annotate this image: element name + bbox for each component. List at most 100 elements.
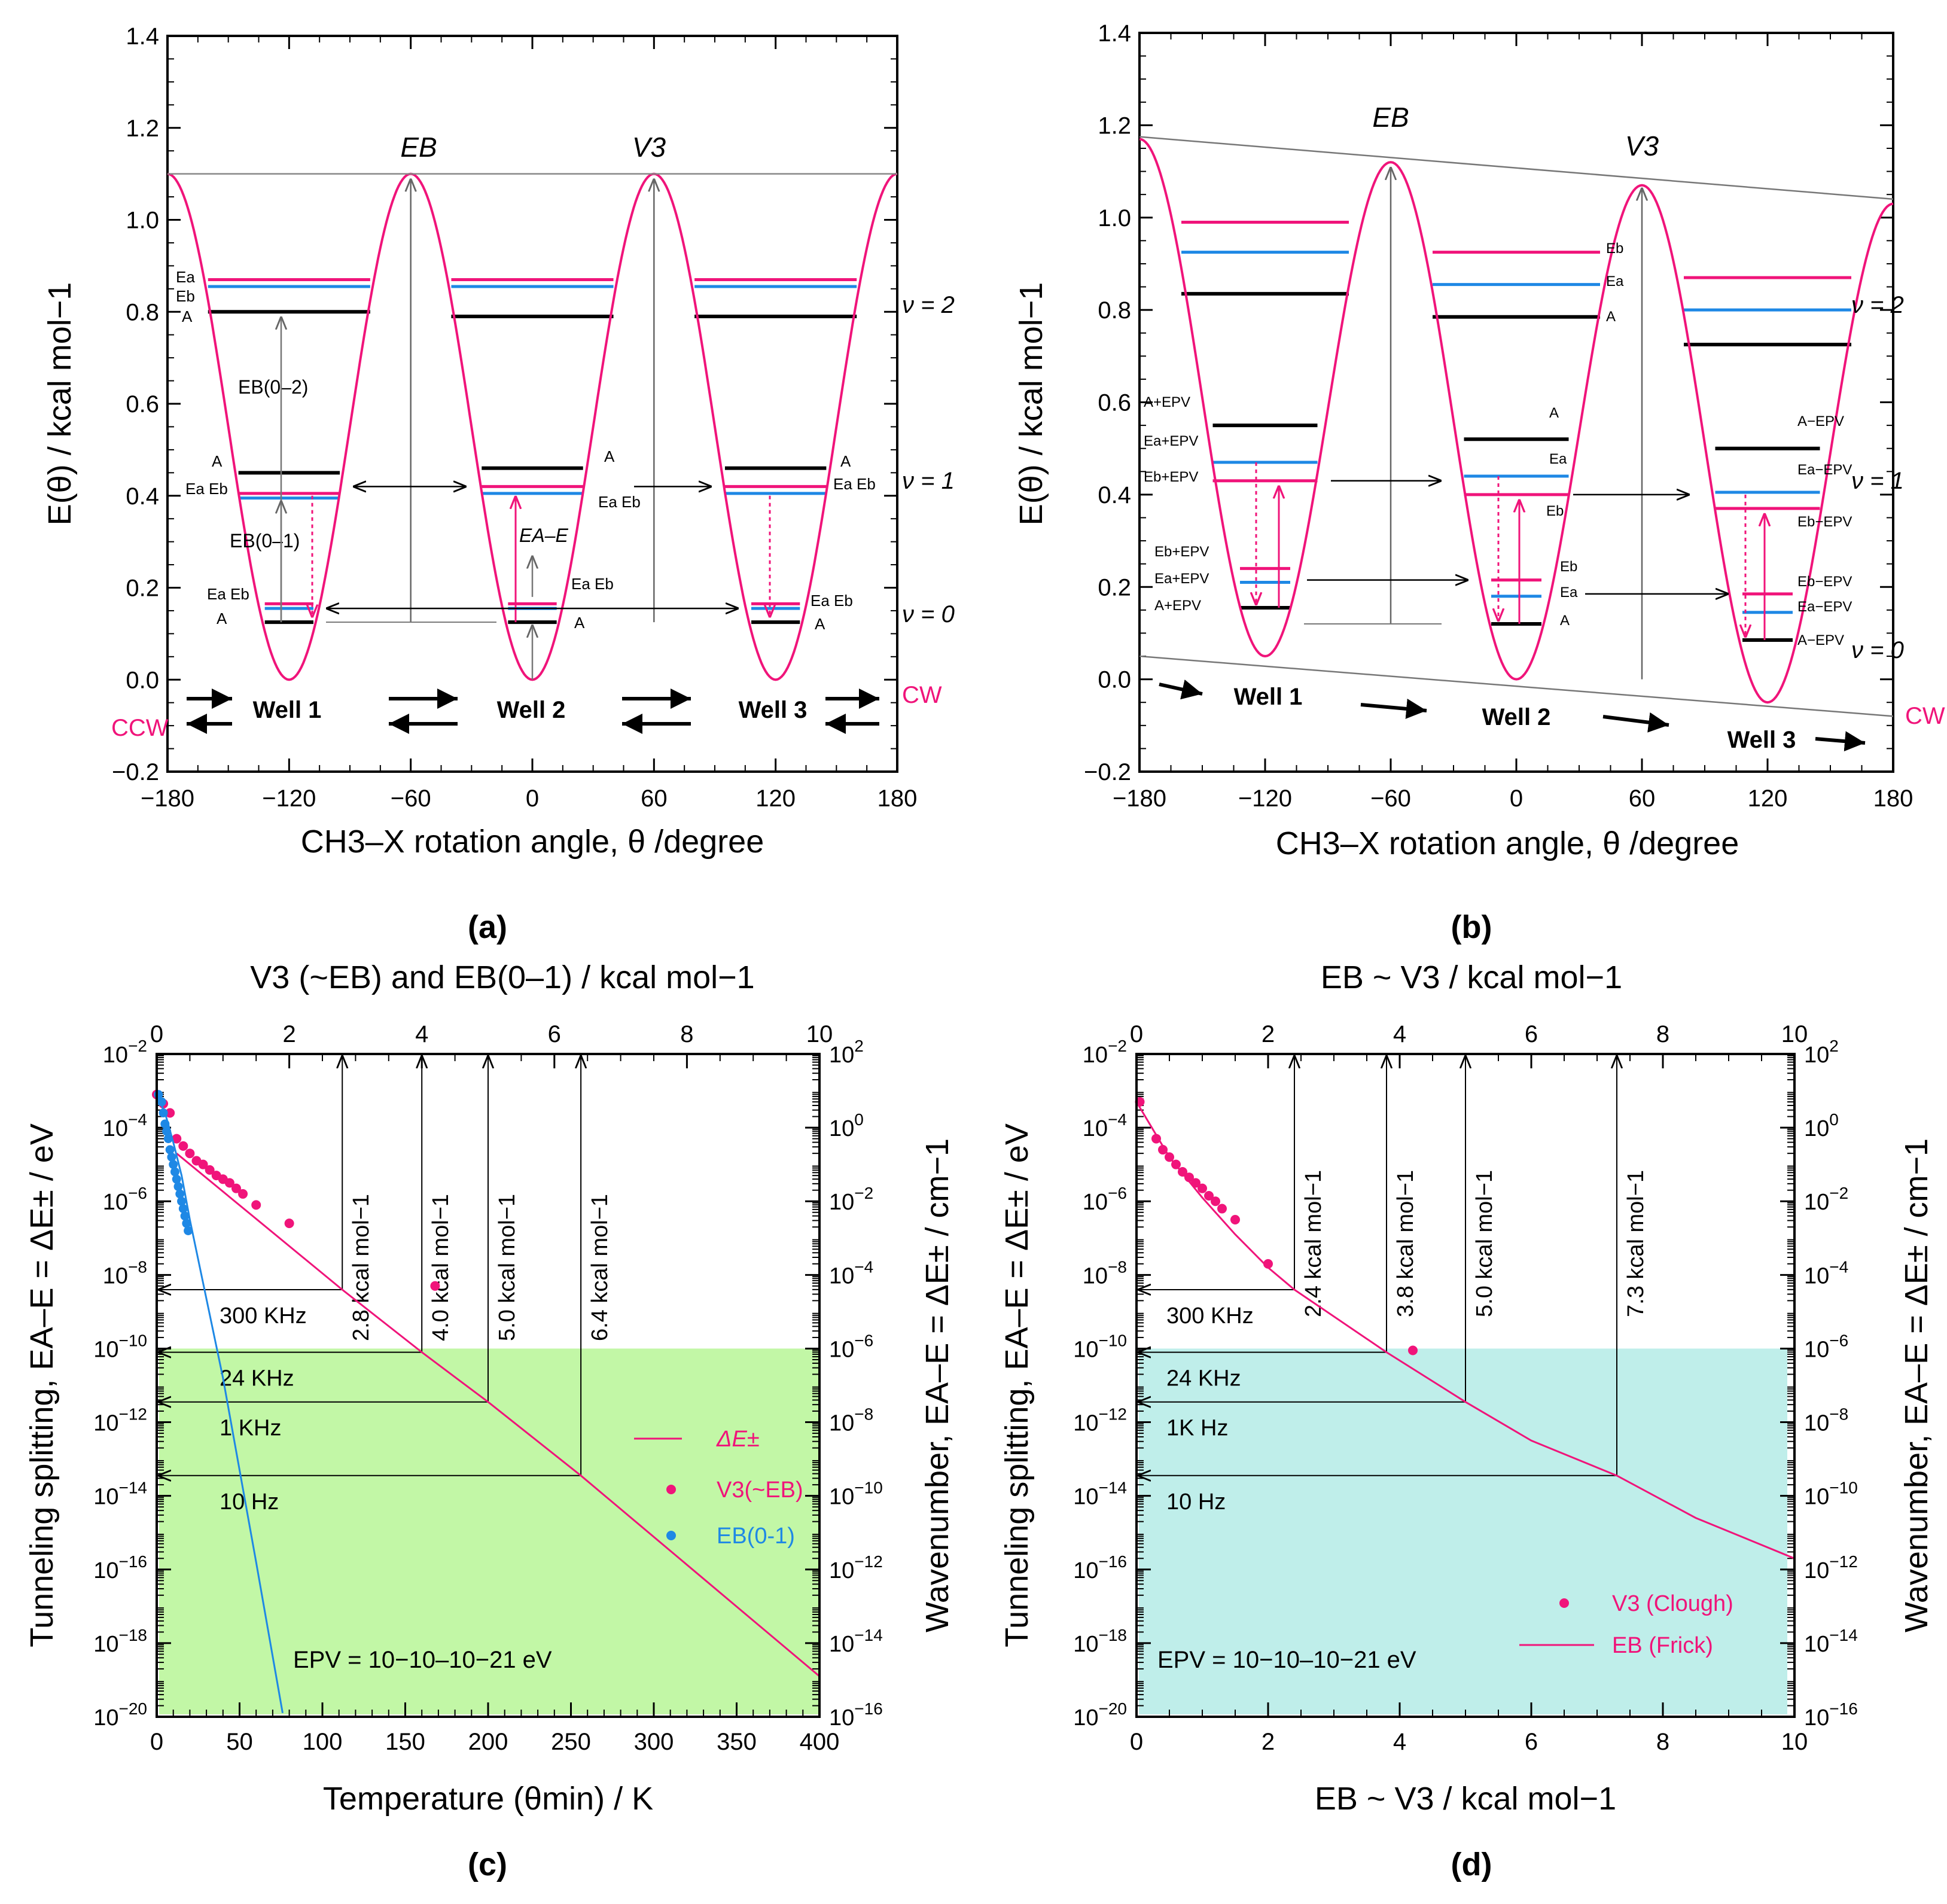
tick-exp: −18	[1099, 1626, 1128, 1644]
frequency-label: 24 KHz	[1166, 1366, 1241, 1391]
x-tick-label: 8	[1656, 1729, 1669, 1755]
plot-frame	[156, 1053, 821, 1718]
lbl-Eb: Eb	[176, 287, 195, 305]
legend-label-v3: V3 (Clough)	[1612, 1591, 1733, 1616]
frequency-label: 10 Hz	[1166, 1489, 1226, 1515]
y2-tick-label: 10−2	[829, 1184, 873, 1215]
lbl-EaEb: Ea Eb	[571, 575, 614, 593]
y-axis-title: E(θ) / kcal mol−1	[1013, 282, 1049, 526]
tick-base: 10	[829, 1263, 854, 1288]
lbl-Ea: Ea	[176, 268, 195, 286]
point-v3-clough	[1191, 1178, 1201, 1188]
x-tick-label: 120	[1748, 785, 1788, 812]
tick-exp: −2	[128, 1037, 147, 1055]
markers: 300 KHz 2.4 kcal mol−1 24 KHz 3.8 kcal mol−…	[1138, 1055, 1649, 1515]
tick-base: 10	[1073, 1558, 1098, 1583]
y-tick-label: 0.0	[1098, 667, 1131, 693]
tick-exp: −6	[1108, 1184, 1127, 1202]
point-v3-clough	[1204, 1190, 1214, 1201]
y2-tick-label: 10−8	[829, 1405, 873, 1436]
lbl-w2-v2: A	[1606, 309, 1616, 325]
point-v3-clough	[1184, 1172, 1194, 1183]
y-tick-label: 1.0	[1098, 205, 1131, 231]
x-tick-label: 60	[641, 785, 668, 812]
y2-tick-label: 10−2	[1804, 1184, 1848, 1215]
x2-tick-label: 8	[680, 1021, 693, 1047]
lbl-w3-v1: Ea−EPV	[1797, 462, 1852, 478]
rotation-arrow	[1159, 680, 1203, 700]
tick-base: 10	[1804, 1116, 1829, 1141]
caption-d: (d)	[1451, 1847, 1492, 1882]
lbl-w1-v1: Eb+EPV	[1144, 469, 1198, 485]
x-tick-label: 60	[1629, 785, 1656, 812]
point-v3	[238, 1189, 248, 1199]
epv-label: EPV = 10−10–10−21 eV	[293, 1647, 552, 1673]
point-eb01	[159, 1108, 168, 1117]
frequency-label: 24 KHz	[220, 1366, 294, 1391]
well-label-3: Well 3	[739, 697, 808, 723]
point-v3-clough	[1198, 1183, 1207, 1193]
lbl-EaEb: Ea Eb	[833, 475, 876, 493]
point-eb01	[182, 1218, 191, 1228]
tick-exp: 0	[1829, 1110, 1839, 1129]
x-tick-label: 200	[468, 1729, 508, 1755]
potential-curve	[167, 172, 898, 681]
point-eb01	[180, 1211, 190, 1221]
tick-exp: −10	[1099, 1331, 1128, 1349]
tick-exp: −2	[1108, 1037, 1127, 1055]
point-v3	[284, 1218, 294, 1229]
y2-tick-label: 10−16	[1804, 1699, 1858, 1731]
shaded-region	[159, 1348, 819, 1714]
level-label-v0: ν = 0	[902, 601, 955, 627]
point-eb01	[162, 1126, 172, 1136]
lbl-w2-v0: Ea	[1560, 584, 1578, 601]
y2-tick-label: 10−8	[1804, 1405, 1848, 1436]
y-tick-label: 10−6	[103, 1184, 147, 1215]
tick-exp: −20	[119, 1699, 148, 1718]
point-eb01	[163, 1134, 173, 1144]
point-eb01	[178, 1204, 188, 1214]
y-tick-label: 10−6	[1083, 1184, 1127, 1215]
well-label-2: Well 2	[497, 697, 566, 723]
point-eb01	[165, 1145, 175, 1154]
tick-exp: −8	[1829, 1405, 1848, 1424]
level-label-v1: ν = 1	[1851, 468, 1904, 494]
point-v3	[251, 1200, 261, 1210]
y-tick-label: 10−4	[103, 1110, 147, 1141]
frequency-label: 300 KHz	[1166, 1303, 1254, 1329]
x-tick-label: −60	[1370, 785, 1411, 812]
y-tick-label: 10−14	[1073, 1479, 1127, 1510]
y-tick-label: 1.4	[126, 23, 159, 50]
label-eb01: EB(0–1)	[230, 530, 300, 552]
x2-tick-label: 2	[282, 1021, 295, 1047]
energy-levels	[1181, 220, 1851, 642]
y-tick-label: 0.0	[126, 667, 159, 693]
point-v3	[224, 1178, 234, 1188]
tick-base: 10	[1083, 1116, 1108, 1141]
tick-exp: −6	[1829, 1331, 1848, 1349]
x2-tick-label: 10	[1781, 1021, 1808, 1047]
y-tick-label: 10−16	[93, 1552, 147, 1583]
tick-exp: −6	[128, 1184, 147, 1202]
level-label-v1: ν = 1	[902, 468, 955, 494]
tick-base: 10	[1804, 1705, 1829, 1731]
tick-exp: −16	[854, 1699, 883, 1718]
y-tick-label: 0.8	[126, 299, 159, 325]
potential-line	[167, 172, 898, 681]
lbl-A: A	[217, 610, 227, 627]
y2-tick-label: 10−14	[1804, 1626, 1858, 1657]
tick-exp: −8	[854, 1405, 873, 1424]
tick-base: 10	[93, 1632, 118, 1657]
bottom-axis-title: EB ~ V3 / kcal mol−1	[1315, 1781, 1616, 1817]
line-eb-frick	[1135, 1101, 1795, 1559]
panel-c: 10−2010−1810−1610−1410−1210−1010−810−610…	[24, 959, 955, 1882]
point-v3	[205, 1165, 215, 1175]
right-axis-title: Wavenumber, EA–E = ΔE± / cm−1	[1899, 1138, 1934, 1632]
y-tick-label: 0.2	[1098, 574, 1131, 601]
legend-dot-v3	[666, 1485, 676, 1494]
x-tick-label: −120	[1238, 785, 1292, 812]
tick-base: 10	[829, 1190, 854, 1215]
frequency-label: 10 Hz	[220, 1489, 279, 1515]
point-v3	[172, 1134, 182, 1144]
y-tick-label: −0.2	[112, 759, 159, 785]
